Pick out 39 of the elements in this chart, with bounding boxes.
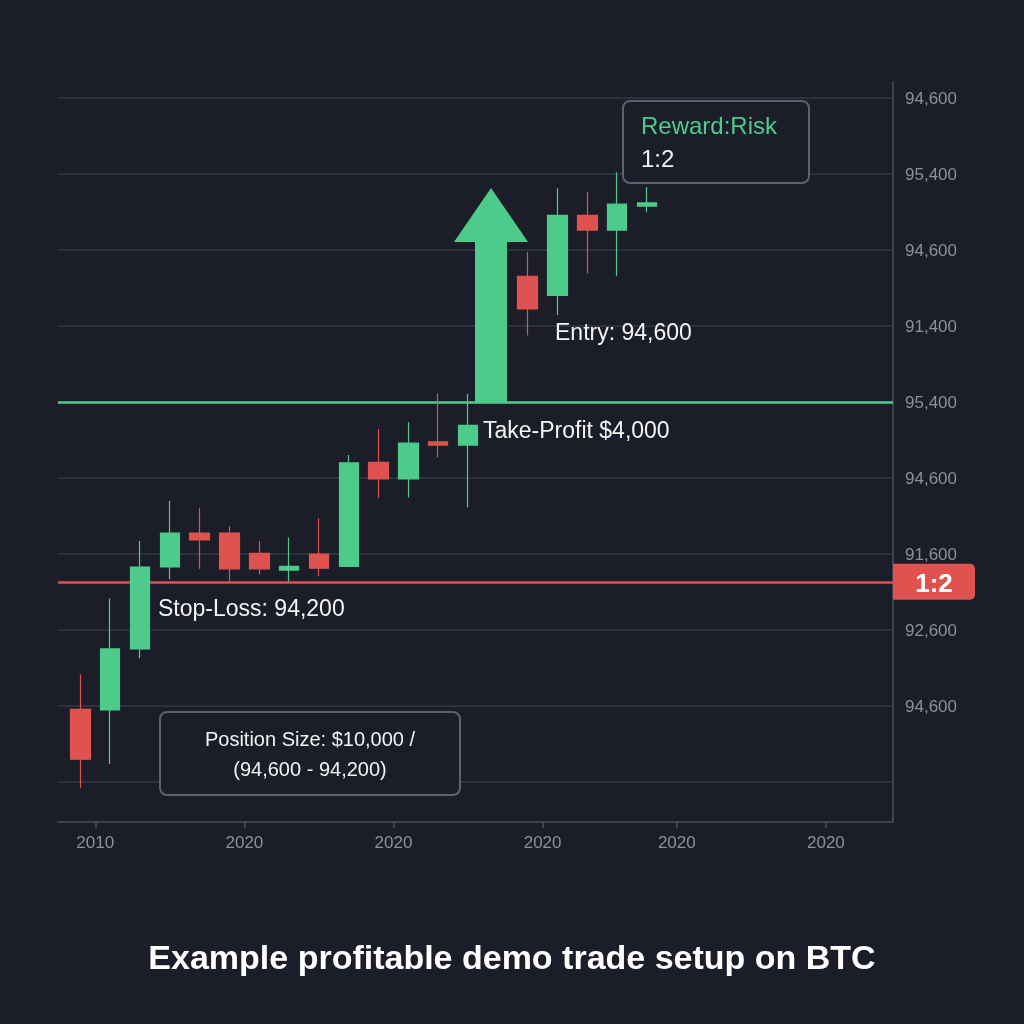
annotation: Entry: 94,600	[555, 319, 692, 345]
candlestick	[159, 500, 181, 580]
candlestick	[308, 517, 330, 577]
candlestick	[516, 251, 539, 336]
candlestick	[338, 454, 360, 567]
text: 94,600	[905, 240, 957, 260]
candlestick	[576, 191, 599, 274]
text: 95,400	[905, 392, 957, 412]
x-tick-label: 2020	[806, 833, 845, 852]
candlestick	[278, 536, 300, 582]
candlestick	[606, 171, 628, 277]
candlestick	[188, 507, 211, 570]
text: Reward:Risk 1:2	[641, 112, 779, 172]
candlestick	[636, 186, 658, 213]
candlestick	[367, 428, 390, 499]
annotation: Position Size: $10,000 / (94,600 - 94,200)	[204, 727, 416, 780]
text: 92,600	[905, 620, 957, 640]
x-tick-label: 2010	[76, 833, 115, 852]
x-tick-label: 2020	[657, 833, 696, 852]
text: 91,400	[905, 316, 957, 336]
candlestick	[69, 673, 92, 789]
text: 1:2	[915, 567, 953, 598]
candlestick	[99, 597, 121, 765]
text: 91,600	[905, 544, 957, 564]
x-tick-label: 2020	[225, 833, 264, 852]
candlestick	[248, 540, 271, 575]
annotation: Stop-Loss: 94,200	[158, 594, 345, 621]
text: 94,600	[905, 468, 957, 488]
text: Example profitable demo trade setup on BTC	[148, 938, 876, 976]
candlestick	[546, 187, 569, 316]
x-tick-label: 2020	[523, 833, 562, 852]
text: 95,400	[905, 164, 957, 184]
candlestick	[397, 421, 420, 498]
x-tick-label: 2020	[374, 833, 413, 852]
candlestick	[129, 540, 151, 659]
text: 94,600	[905, 696, 957, 716]
text: 94,600	[905, 88, 957, 108]
candlestick	[427, 392, 449, 458]
annotation: Take-Profit $4,000	[483, 416, 670, 443]
